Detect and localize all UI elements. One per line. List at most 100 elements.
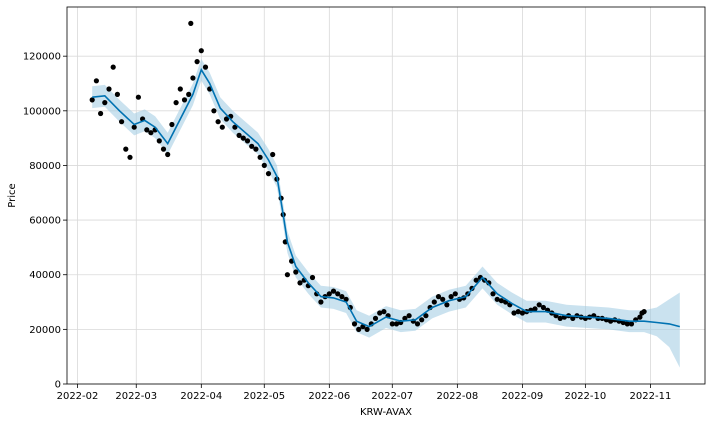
observed-point (536, 302, 542, 308)
observed-point (532, 306, 538, 312)
observed-point (123, 146, 129, 152)
observed-point (473, 277, 479, 283)
observed-point (244, 138, 251, 144)
x-tick-label: 2022-04 (180, 391, 222, 402)
observed-point (637, 314, 643, 320)
x-tick-label: 2022-07 (371, 391, 413, 402)
observed-point (236, 132, 242, 138)
observed-point (423, 313, 429, 319)
observed-point (265, 171, 272, 177)
observed-point (351, 321, 358, 327)
observed-point (186, 91, 192, 97)
observed-point (557, 315, 563, 321)
observed-point (127, 154, 133, 160)
observed-point (257, 154, 263, 160)
observed-point (240, 135, 246, 141)
observed-point (431, 299, 437, 305)
y-tick-label: 40000 (29, 270, 61, 281)
observed-point (377, 310, 383, 316)
observed-point (89, 97, 95, 103)
observed-point (419, 317, 425, 323)
x-tick-label: 2022-03 (115, 391, 157, 402)
observed-point (114, 91, 120, 97)
observed-point (435, 294, 442, 300)
observed-point (402, 315, 408, 321)
observed-point (372, 315, 379, 321)
observed-point (211, 108, 217, 114)
observed-point (414, 321, 421, 327)
observed-point (135, 94, 141, 100)
observed-point (177, 86, 183, 92)
observed-point (188, 20, 194, 26)
observed-point (511, 310, 517, 316)
observed-point (540, 304, 547, 311)
observed-point (119, 119, 125, 125)
x-tick-label: 2022-10 (564, 391, 606, 402)
observed-point (261, 162, 267, 168)
observed-point (389, 321, 395, 327)
observed-point (98, 110, 104, 117)
observed-point (249, 143, 255, 149)
observed-point (215, 119, 221, 125)
x-tick-label: 2022-11 (630, 391, 672, 402)
observed-point (270, 151, 276, 158)
observed-point (202, 64, 209, 70)
x-tick-label: 2022-08 (436, 391, 478, 402)
observed-point (490, 291, 496, 297)
observed-point (452, 291, 458, 297)
y-tick-label: 20000 (29, 325, 61, 336)
x-axis-label: KRW-AVAX (360, 407, 412, 418)
y-tick-label: 0 (55, 380, 61, 391)
observed-point (519, 310, 526, 316)
observed-point (165, 151, 171, 158)
observed-point (444, 302, 450, 308)
y-axis-label: Price (7, 183, 18, 207)
observed-point (198, 48, 204, 54)
forecast-line (92, 67, 680, 328)
observed-point (628, 321, 635, 327)
plot-frame (66, 6, 706, 385)
observed-point (156, 138, 162, 144)
observed-point (223, 116, 230, 122)
observed-point (219, 124, 225, 130)
x-tick-label: 2022-06 (308, 391, 350, 402)
observed-point (253, 146, 259, 152)
observed-point (309, 274, 316, 281)
observed-point (160, 146, 167, 152)
observed-point (570, 315, 576, 321)
observed-point (181, 97, 188, 103)
observed-points (89, 20, 647, 332)
x-tick-label: 2022-02 (57, 391, 99, 402)
observed-point (393, 321, 400, 327)
uncertainty-band (92, 58, 680, 368)
y-tick-label: 100000 (23, 106, 61, 117)
observed-point (364, 326, 370, 332)
observed-point (284, 272, 290, 278)
observed-point (498, 298, 504, 304)
y-axis-ticks: 0 20000 40000 60000 80000 100000 120000 (23, 52, 67, 391)
observed-point (190, 75, 196, 81)
observed-point (144, 127, 150, 133)
observed-point (102, 100, 108, 106)
observed-point (381, 309, 387, 315)
observed-point (194, 59, 200, 65)
observed-point (335, 291, 341, 297)
observed-point (148, 130, 154, 136)
observed-point (326, 291, 332, 297)
observed-point (173, 100, 179, 106)
observed-point (448, 294, 454, 300)
observed-point (318, 299, 324, 305)
observed-point (515, 309, 521, 315)
observed-point (330, 288, 337, 294)
x-axis-ticks: 2022-02 2022-03 2022-04 2022-05 2022-06 2022-… (57, 384, 672, 402)
observed-point (641, 309, 647, 315)
y-tick-label: 120000 (23, 52, 61, 63)
observed-point (356, 326, 362, 332)
observed-point (440, 296, 446, 302)
observed-point (494, 296, 500, 302)
observed-point (131, 124, 137, 130)
x-tick-label: 2022-09 (502, 391, 544, 402)
y-tick-label: 80000 (29, 161, 61, 172)
observed-point (93, 78, 99, 84)
